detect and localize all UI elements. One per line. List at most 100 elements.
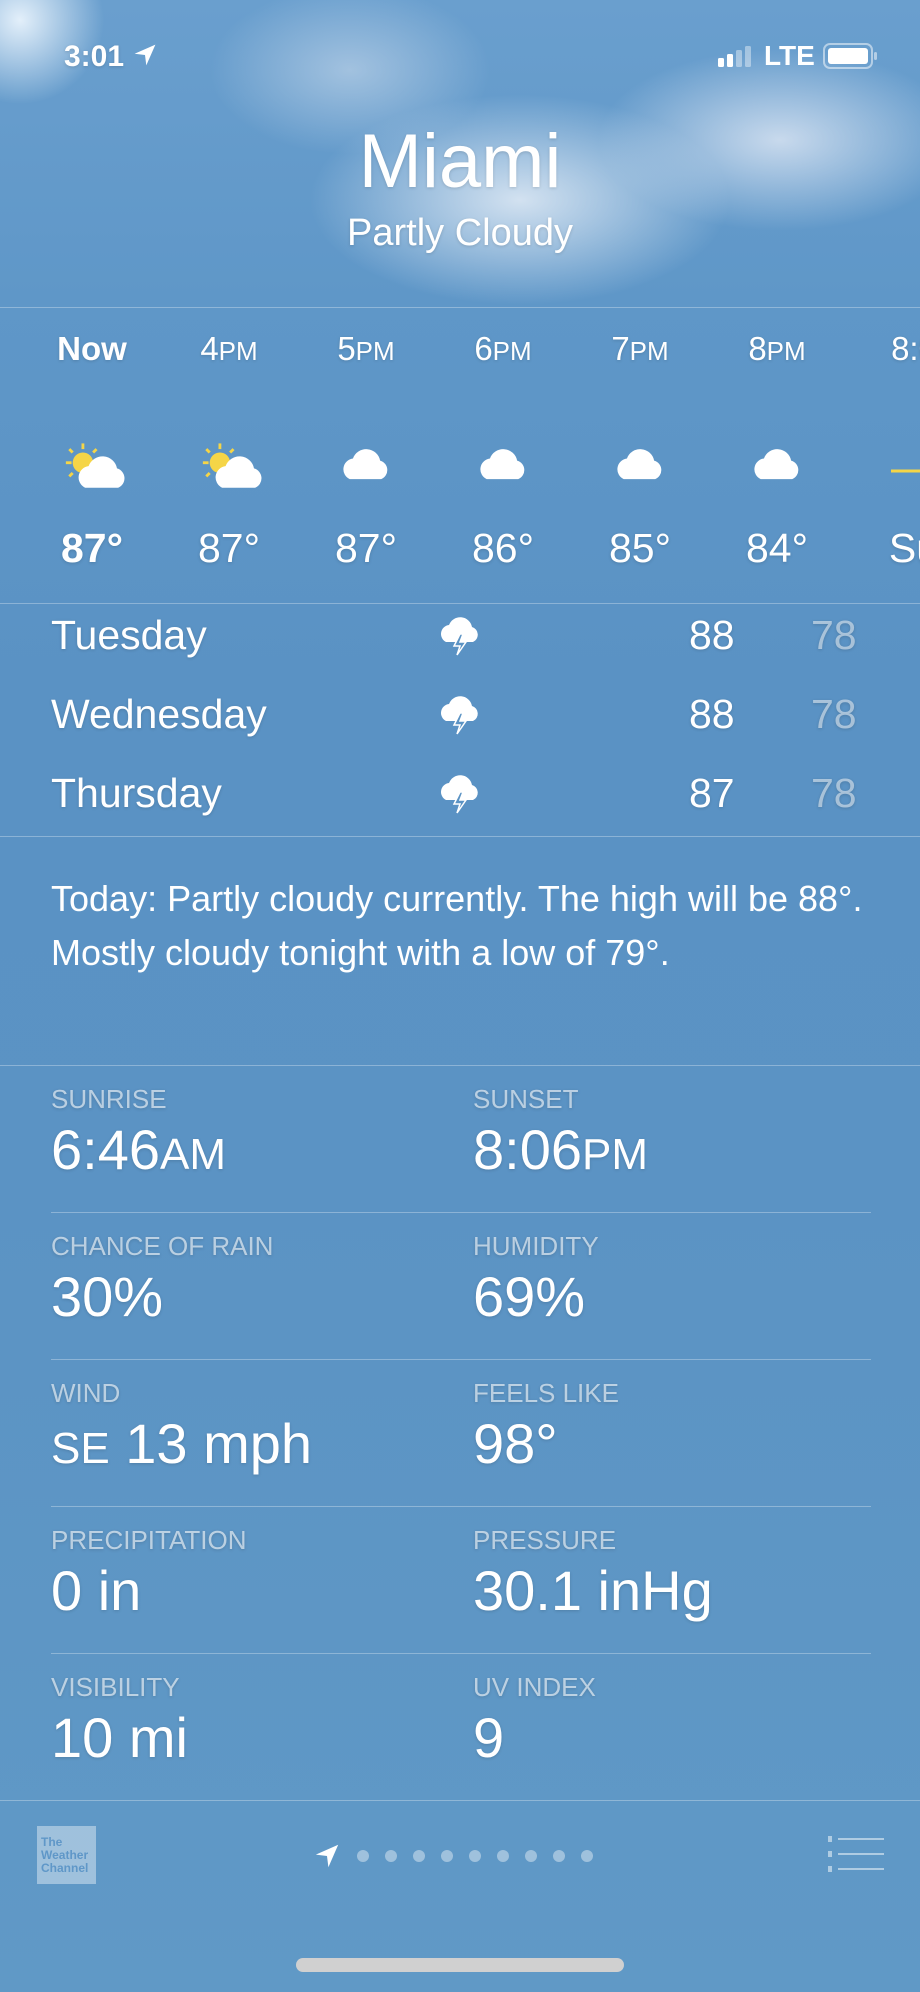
thunderstorm-icon [436,612,486,666]
page-dot[interactable] [469,1850,481,1862]
cloud-icon [443,410,563,520]
hourly-item: 8:0 Su [854,330,920,572]
detail-value: 30.1 inHg [473,1559,713,1622]
detail-humidity: HUMIDITY 69% [473,1231,893,1329]
detail-value: 0 in [51,1559,142,1622]
detail-value: SE 13 mph [51,1412,313,1475]
detail-precipitation: PRECIPITATION 0 in [51,1525,471,1623]
hour-temp: 84° [745,525,808,571]
city-name: Miami [358,119,562,204]
page-dot[interactable] [581,1850,593,1862]
weather-channel-logo[interactable]: The Weather Channel [37,1826,96,1884]
divider [0,603,920,604]
page-dot[interactable] [497,1850,509,1862]
partly-cloudy-icon [32,410,152,520]
thunderstorm-icon [436,770,486,824]
divider [51,1653,871,1654]
hour-temp: 87° [197,525,260,571]
detail-feels-like: FEELS LIKE 98° [473,1378,893,1476]
detail-value: 6:46AM [51,1118,226,1181]
hour-temp: Su [888,525,920,571]
hourly-item: 5PM 87° [306,330,426,572]
detail-value: 30% [51,1265,164,1328]
detail-label: UV INDEX [473,1672,596,1702]
location-arrow-icon [134,44,156,66]
detail-value: 10 mi [51,1706,188,1769]
divider [0,1800,920,1801]
cloud-icon [306,410,426,520]
detail-value: 69% [473,1265,586,1328]
status-indicators: LTE [718,40,879,72]
day-name: Wednesday [51,691,267,737]
divider [51,1359,871,1360]
hourly-item: Now 87° [32,330,152,572]
hour-temp: 86° [471,525,534,571]
hour-label: 7PM [611,330,669,367]
hour-temp: 87° [334,525,397,571]
low-temp: 78 [811,612,857,658]
detail-value: 9 [473,1706,505,1769]
hour-temp: 85° [608,525,671,571]
detail-label: SUNRISE [51,1084,167,1114]
hour-label: 8PM [748,330,806,367]
detail-pressure: PRESSURE 30.1 inHg [473,1525,893,1623]
city-list-icon[interactable] [828,1834,884,1874]
detail-uv-index: UV INDEX 9 [473,1672,893,1770]
cloud-icon [717,410,837,520]
location-arrow-icon [315,1844,339,1868]
page-dot[interactable] [385,1850,397,1862]
daily-row: Wednesday 88 78 [51,691,871,751]
divider [0,307,920,308]
hourly-forecast[interactable]: Now 87° 4PM 87° 5PM 87° 6PM 86° 7PM 85° 8PM 8… [0,330,920,590]
background-clouds [0,0,920,620]
low-temp: 78 [811,691,857,737]
hourly-item: 7PM 85° [580,330,700,572]
day-name: Thursday [51,770,222,816]
hour-label: 5PM [337,330,395,367]
partly-cloudy-icon [169,410,289,520]
status-time: 3:01 [64,40,158,74]
detail-sunrise: SUNRISE 6:46AM [51,1084,471,1182]
divider [0,836,920,837]
page-dot[interactable] [525,1850,537,1862]
sunset-icon [854,410,920,520]
home-indicator[interactable] [296,1958,624,1972]
hour-label: Now [57,330,127,367]
hour-temp: 87° [60,525,123,571]
detail-visibility: VISIBILITY 10 mi [51,1672,471,1770]
thunderstorm-icon [436,691,486,745]
hourly-item: 6PM 86° [443,330,563,572]
detail-label: SUNSET [473,1084,579,1114]
hour-label: 4PM [200,330,258,367]
hourly-item: 8PM 84° [717,330,837,572]
low-temp: 78 [811,770,857,816]
page-dot[interactable] [357,1850,369,1862]
page-dot[interactable] [441,1850,453,1862]
divider [0,1065,920,1066]
detail-label: PRESSURE [473,1525,617,1555]
today-summary: Today: Partly cloudy currently. The high… [51,878,863,973]
hourly-item: 4PM 87° [169,330,289,572]
detail-value: 8:06PM [473,1118,648,1181]
detail-chance-of-rain: CHANCE OF RAIN 30% [51,1231,471,1329]
day-name: Tuesday [51,612,207,658]
detail-value: 98° [473,1412,558,1475]
daily-row: Thursday 87 78 [51,770,871,830]
daily-row: Tuesday 88 78 [51,612,871,672]
hour-label: 8:0 [891,330,920,367]
detail-label: HUMIDITY [473,1231,599,1261]
high-temp: 88 [689,691,735,737]
battery-icon [822,43,877,69]
detail-label: WIND [51,1378,121,1408]
hour-label: 6PM [474,330,532,367]
detail-label: VISIBILITY [51,1672,180,1702]
page-dot[interactable] [413,1850,425,1862]
cloud-icon [580,410,700,520]
divider [51,1506,871,1507]
detail-wind: WIND SE 13 mph [51,1378,471,1476]
page-indicator[interactable] [313,1842,593,1870]
page-dot[interactable] [553,1850,565,1862]
detail-label: PRECIPITATION [51,1525,247,1555]
high-temp: 88 [689,612,735,658]
detail-label: CHANCE OF RAIN [51,1231,274,1261]
